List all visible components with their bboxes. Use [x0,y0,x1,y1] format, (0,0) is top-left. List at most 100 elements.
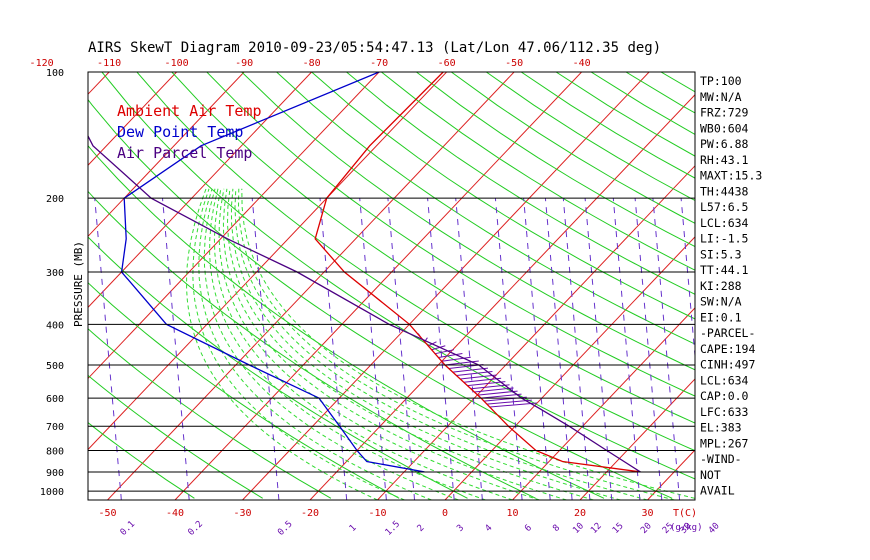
cape-hatch [474,387,514,393]
index-label: L57:6.5 [700,200,748,214]
bottom-temp-tick-label: -40 [166,508,184,519]
mixing-ratio-line [584,198,613,500]
isotherm-line [647,449,695,500]
isotherm-line [309,94,695,500]
index-label: TP:100 [700,74,742,88]
pressure-tick-label: 900 [46,468,64,479]
cape-hatch [470,384,510,390]
index-label: RH:43.1 [700,153,749,167]
moist-adiabat-line [213,188,513,500]
dry-adiabat-line [625,72,695,114]
index-label: MAXT:15.3 [700,169,762,183]
bottom-temp-tick-label: 0 [442,508,448,519]
cape-hatch [438,353,463,359]
index-label: -PARCEL- [700,326,755,340]
mixing-ratio-label: 6 [523,523,534,534]
isotherm-line [512,307,695,500]
legend-parcel: Air Parcel Temp [117,144,252,162]
pressure-tick-label: 500 [46,361,64,372]
top-temp-tick-label: -60 [438,58,456,69]
mixing-ratio-line [251,198,280,500]
index-label: NOT [700,468,721,482]
mixing-ratio-line [523,198,551,500]
cape-hatch [452,367,489,373]
dry-adiabat-line [88,328,332,499]
dewpoint-line [120,72,425,473]
dry-adiabat-line [731,72,870,498]
chart-title: AIRS SkewT Diagram 2010-09-23/05:54:47.1… [88,40,661,56]
cape-hatch [467,381,506,387]
top-temp-tick-label: -100 [165,58,189,69]
index-label: FRZ:729 [700,106,749,120]
cape-hatch [477,390,518,396]
index-label: EL:383 [700,421,742,435]
mixing-ratio-label: 0.1 [119,519,138,538]
pressure-tick-label: 800 [46,447,64,458]
cape-hatch [480,393,522,399]
dry-adiabat-line [660,72,695,93]
top-temp-tick-label: -120 [30,58,54,69]
dry-adiabat-line [346,72,695,295]
mixing-ratio-line [162,198,190,500]
index-label: -WIND- [700,452,742,466]
index-label: WB0:604 [700,121,749,135]
index-label: KI:288 [700,279,742,293]
index-label: MW:N/A [700,90,742,104]
index-label: CAP:0.0 [700,389,749,403]
isotherm-line [0,72,42,500]
pressure-tick-label: 700 [46,422,64,433]
mixing-ratio-line [494,198,523,500]
mixing-ratio-line [652,198,681,500]
mixing-ratio-label: 20 [639,521,654,536]
isotherm-line [88,72,380,380]
bottom-temp-tick-label: -30 [233,508,251,519]
pressure-tick-label: 600 [46,394,64,405]
dry-adiabat-line [520,72,695,179]
index-label: EI:0.1 [700,310,742,324]
dry-adiabat-line [416,72,695,248]
index-label: LCL:634 [700,216,749,230]
isotherm-line [88,72,312,309]
dry-adiabat-line [381,72,695,271]
moist-adiabat-line [222,188,567,500]
index-label: LFC:633 [700,405,749,419]
index-label: TH:4438 [700,184,749,198]
dry-adiabat-line [136,72,695,452]
isotherm-line [88,72,177,166]
mixing-ratio-line [544,198,573,500]
cape-hatch [441,356,471,362]
dry-adiabat-line [311,72,695,320]
pressure-tick-label: 100 [46,68,64,79]
isotherm-line [242,72,650,500]
dry-adiabat-line [88,282,400,499]
mixing-ratio-label: 12 [589,521,604,536]
index-label: SW:N/A [700,295,742,309]
mixing-ratio-line [612,198,641,500]
mixing-ratio-label: 15 [611,521,626,536]
isotherm-line [88,72,110,95]
moist-adiabat-line [186,188,378,500]
legend-dewpoint: Dew Point Temp [117,123,243,141]
dry-adiabat-line [206,72,695,397]
cape-hatch [456,371,493,377]
pressure-tick-label: 300 [46,268,64,279]
dry-adiabat-line [241,72,695,371]
dry-adiabat-line [88,98,673,499]
bottom-temp-tick-label: 20 [574,508,586,519]
top-temp-tick-label: -80 [303,58,321,69]
mixing-ratio-label: 8 [551,523,562,534]
plot-frame [87,71,696,501]
mixing-ratio-label: 40 [707,521,722,536]
pressure-tick-label: 1000 [40,487,64,498]
isotherm-line [107,72,515,500]
moist-adiabat-line [218,188,540,500]
bottom-temp-tick-label: -20 [301,508,319,519]
mixing-ratio-line [562,198,591,500]
mixing-ratio-line [94,198,122,500]
cape-hatch [489,402,538,408]
isotherm-line [88,72,447,451]
mixing-ratio-line [319,198,348,500]
cape-hatch [435,349,455,355]
top-temp-tick-label: -110 [97,58,121,69]
